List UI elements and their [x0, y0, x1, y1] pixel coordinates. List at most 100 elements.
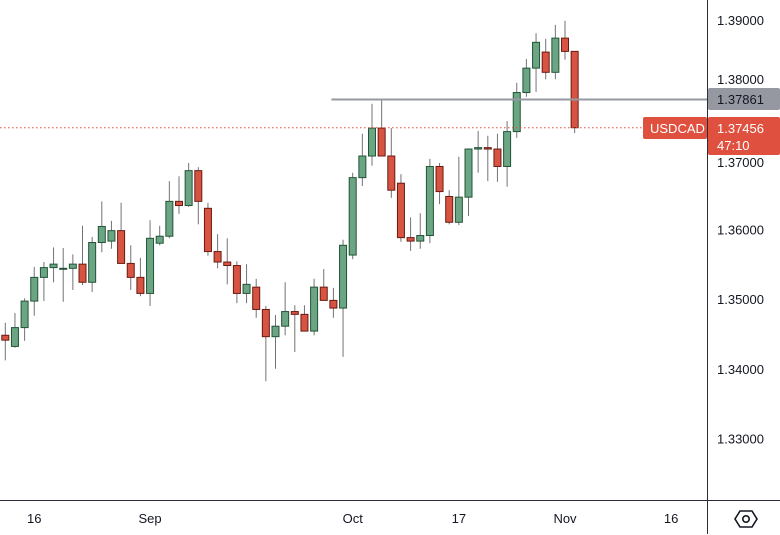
- candle-3: [30, 266, 39, 316]
- level-price-label: 1.37861: [717, 92, 764, 107]
- candle-53: [512, 82, 521, 138]
- candle-5: [49, 247, 58, 283]
- price-tick-label: 1.38000: [717, 72, 764, 87]
- candle-body-up: [39, 267, 48, 278]
- candle-body-up: [271, 325, 280, 338]
- candle-2: [20, 298, 29, 341]
- countdown-label: 47:10: [717, 138, 750, 153]
- candle-body-down: [252, 286, 261, 310]
- candle-body-up: [474, 147, 483, 150]
- candle-body-up: [30, 276, 39, 302]
- candle-body-down: [319, 286, 328, 301]
- candle-body-down: [329, 299, 338, 309]
- candle-body-down: [377, 127, 386, 157]
- candle-8: [78, 225, 87, 286]
- candle-body-down: [396, 182, 405, 239]
- price-tick-label: 1.36000: [717, 222, 764, 237]
- candle-body-up: [512, 92, 521, 133]
- time-tick-label: 16: [27, 511, 41, 526]
- candle-14: [136, 257, 145, 297]
- candle-body-up: [155, 235, 164, 244]
- overlays-layer: [0, 98, 707, 129]
- candle-28: [271, 315, 280, 369]
- settings-hexagon-icon[interactable]: [733, 508, 759, 530]
- candle-16: [155, 225, 164, 246]
- candle-body-up: [97, 225, 106, 244]
- candle-52: [503, 121, 512, 187]
- time-tick-label: Oct: [343, 511, 364, 526]
- time-tick-label: 17: [452, 511, 466, 526]
- candle-body-down: [203, 207, 212, 253]
- candle-25: [242, 264, 251, 304]
- candle-57: [551, 24, 560, 80]
- candle-body-down: [493, 148, 502, 167]
- candle-39: [377, 100, 386, 157]
- candle-body-up: [368, 127, 376, 157]
- candle-32: [310, 278, 319, 336]
- candle-18: [175, 176, 183, 214]
- candle-34: [329, 287, 338, 318]
- candle-43: [416, 213, 425, 249]
- candle-49: [474, 130, 483, 173]
- candle-6: [59, 248, 68, 302]
- candle-37: [358, 133, 367, 187]
- candle-22: [213, 234, 222, 269]
- candle-13: [126, 245, 135, 290]
- candle-0: [1, 322, 10, 361]
- candle-45: [435, 162, 444, 205]
- candle-body-down: [406, 237, 415, 242]
- candle-body-up: [454, 196, 463, 223]
- candle-41: [396, 174, 405, 242]
- candle-body-down: [223, 261, 232, 267]
- candle-51: [493, 133, 502, 182]
- last-price-label: 1.37456: [717, 121, 764, 136]
- candle-24: [232, 261, 241, 304]
- candle-body-down: [445, 195, 454, 223]
- candle-body-down: [561, 37, 569, 52]
- candle-body-down: [541, 51, 550, 73]
- candle-36: [348, 172, 357, 260]
- price-tick-label: 1.35000: [717, 292, 764, 307]
- candle-body-up: [68, 263, 77, 269]
- candle-body-up: [59, 267, 68, 270]
- candle-42: [406, 217, 415, 251]
- candle-body-up: [165, 200, 174, 237]
- candle-26: [252, 278, 261, 318]
- symbol-badge: [643, 117, 707, 139]
- candle-48: [464, 148, 473, 216]
- candle-55: [532, 33, 541, 92]
- candle-body-up: [10, 327, 19, 347]
- candle-body-down: [194, 170, 203, 202]
- candle-body-up: [425, 165, 434, 237]
- candle-body-down: [117, 230, 126, 264]
- candle-21: [203, 202, 212, 256]
- price-axis[interactable]: 1.39000 1.38000 1.37000 1.36000 1.35000 1.340…: [717, 13, 764, 447]
- candle-body-up: [358, 155, 367, 179]
- candle-56: [541, 38, 550, 80]
- time-axis[interactable]: 16 Sep Oct 17 Nov 16: [27, 511, 678, 526]
- candle-body-up: [503, 131, 512, 167]
- candle-body-up: [184, 170, 193, 207]
- candle-59: [570, 50, 579, 133]
- candle-body-up: [20, 300, 29, 329]
- candle-body-up: [339, 244, 348, 309]
- candle-body-up: [551, 37, 560, 73]
- candle-23: [223, 238, 232, 285]
- price-badges: 1.37861 USDCAD 1.37456 47:10: [643, 88, 780, 155]
- candle-body-down: [126, 262, 135, 278]
- candle-30: [290, 305, 299, 353]
- candle-11: [107, 220, 116, 249]
- candle-body-down: [483, 147, 492, 150]
- candle-12: [117, 202, 126, 264]
- candle-body-down: [387, 155, 396, 191]
- time-tick-label: 16: [664, 511, 678, 526]
- candle-15: [146, 220, 155, 306]
- symbol-label: USDCAD: [650, 121, 705, 136]
- price-tick-label: 1.33000: [717, 432, 764, 447]
- candle-body-up: [310, 286, 319, 332]
- candle-20: [194, 167, 203, 225]
- candle-body-up: [146, 237, 155, 294]
- time-tick-label: Nov: [553, 511, 577, 526]
- candle-44: [425, 158, 434, 244]
